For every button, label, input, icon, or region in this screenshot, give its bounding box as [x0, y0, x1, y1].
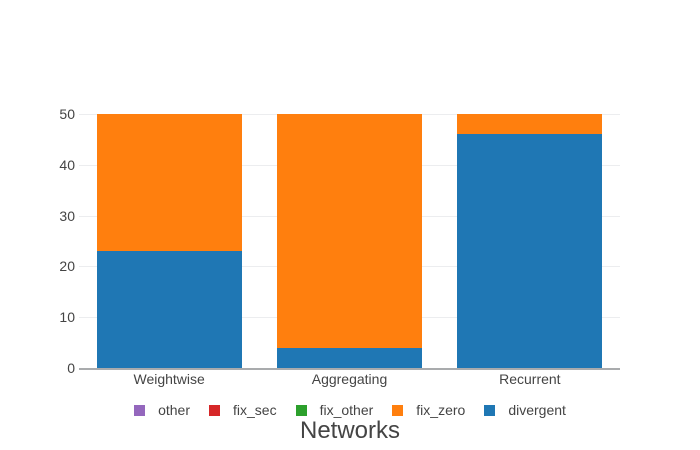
legend-item-fix_sec[interactable]: fix_sec [209, 403, 277, 418]
legend-item-other[interactable]: other [134, 403, 190, 418]
bar-segment-weightwise-divergent[interactable] [96, 251, 242, 368]
y-tick-label-20: 20 [59, 258, 75, 275]
bar-segment-aggregating-divergent[interactable] [277, 347, 422, 368]
legend: other fix_sec fix_other fix_zero divergent [0, 403, 700, 418]
legend-item-divergent[interactable]: divergent [484, 403, 566, 418]
x-tick-label-aggregating: Aggregating [311, 371, 388, 387]
legend-label-fix_zero: fix_zero [416, 402, 466, 418]
legend-swatch-fix_other [295, 405, 307, 416]
bar-segment-recurrent-fix_zero[interactable] [457, 114, 603, 135]
plot-area [79, 114, 620, 368]
legend-item-fix_other[interactable]: fix_other [295, 402, 374, 418]
bar-segment-recurrent-divergent[interactable] [457, 134, 603, 368]
legend-label-other: other [158, 402, 190, 418]
legend-swatch-divergent [484, 405, 496, 416]
legend-label-divergent: divergent [508, 402, 566, 418]
y-tick-label-0: 0 [67, 360, 75, 376]
legend-label-fix_sec: fix_sec [233, 402, 277, 418]
legend-swatch-other [134, 405, 146, 416]
bar-segment-weightwise-fix_zero[interactable] [96, 114, 242, 252]
y-tick-label-30: 30 [59, 207, 75, 224]
legend-swatch-fix_zero [392, 405, 404, 416]
legend-item-fix_zero[interactable]: fix_zero [392, 403, 465, 418]
y-tick-label-40: 40 [59, 156, 75, 173]
legend-label-fix_other: fix_other [319, 402, 374, 418]
x-axis-line [79, 368, 620, 370]
bar-segment-aggregating-fix_zero[interactable] [277, 114, 422, 348]
x-axis-title: Networks [299, 417, 401, 444]
y-tick-label-50: 50 [59, 106, 75, 122]
legend-swatch-fix_sec [209, 405, 220, 416]
y-tick-label-10: 10 [59, 309, 75, 326]
x-tick-label-weightwise: Weightwise [133, 371, 205, 387]
x-tick-label-recurrent: Recurrent [499, 371, 561, 387]
